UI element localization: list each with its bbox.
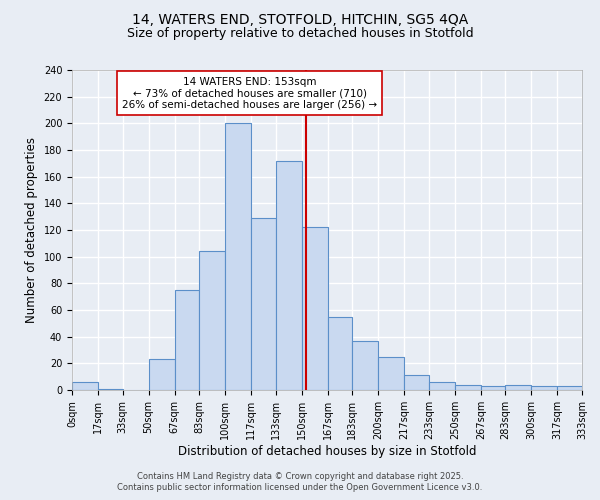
Bar bbox=[481, 386, 505, 390]
Bar bbox=[225, 124, 251, 390]
Bar bbox=[352, 340, 379, 390]
Bar bbox=[455, 384, 481, 390]
X-axis label: Distribution of detached houses by size in Stotfold: Distribution of detached houses by size … bbox=[178, 444, 476, 458]
Bar bbox=[328, 316, 352, 390]
Text: 14, WATERS END, STOTFOLD, HITCHIN, SG5 4QA: 14, WATERS END, STOTFOLD, HITCHIN, SG5 4… bbox=[132, 12, 468, 26]
Text: Contains public sector information licensed under the Open Government Licence v3: Contains public sector information licen… bbox=[118, 484, 482, 492]
Bar bbox=[72, 382, 98, 390]
Bar bbox=[175, 290, 199, 390]
Bar bbox=[429, 382, 455, 390]
Bar bbox=[404, 376, 429, 390]
Bar bbox=[98, 388, 122, 390]
Bar bbox=[557, 386, 582, 390]
Bar bbox=[302, 228, 328, 390]
Bar bbox=[199, 252, 225, 390]
Bar bbox=[149, 360, 175, 390]
Y-axis label: Number of detached properties: Number of detached properties bbox=[25, 137, 38, 323]
Text: Size of property relative to detached houses in Stotfold: Size of property relative to detached ho… bbox=[127, 28, 473, 40]
Bar bbox=[505, 384, 532, 390]
Bar bbox=[379, 356, 404, 390]
Bar bbox=[532, 386, 557, 390]
Text: Contains HM Land Registry data © Crown copyright and database right 2025.: Contains HM Land Registry data © Crown c… bbox=[137, 472, 463, 481]
Bar bbox=[251, 218, 275, 390]
Text: 14 WATERS END: 153sqm
← 73% of detached houses are smaller (710)
26% of semi-det: 14 WATERS END: 153sqm ← 73% of detached … bbox=[122, 76, 377, 110]
Bar bbox=[275, 160, 302, 390]
